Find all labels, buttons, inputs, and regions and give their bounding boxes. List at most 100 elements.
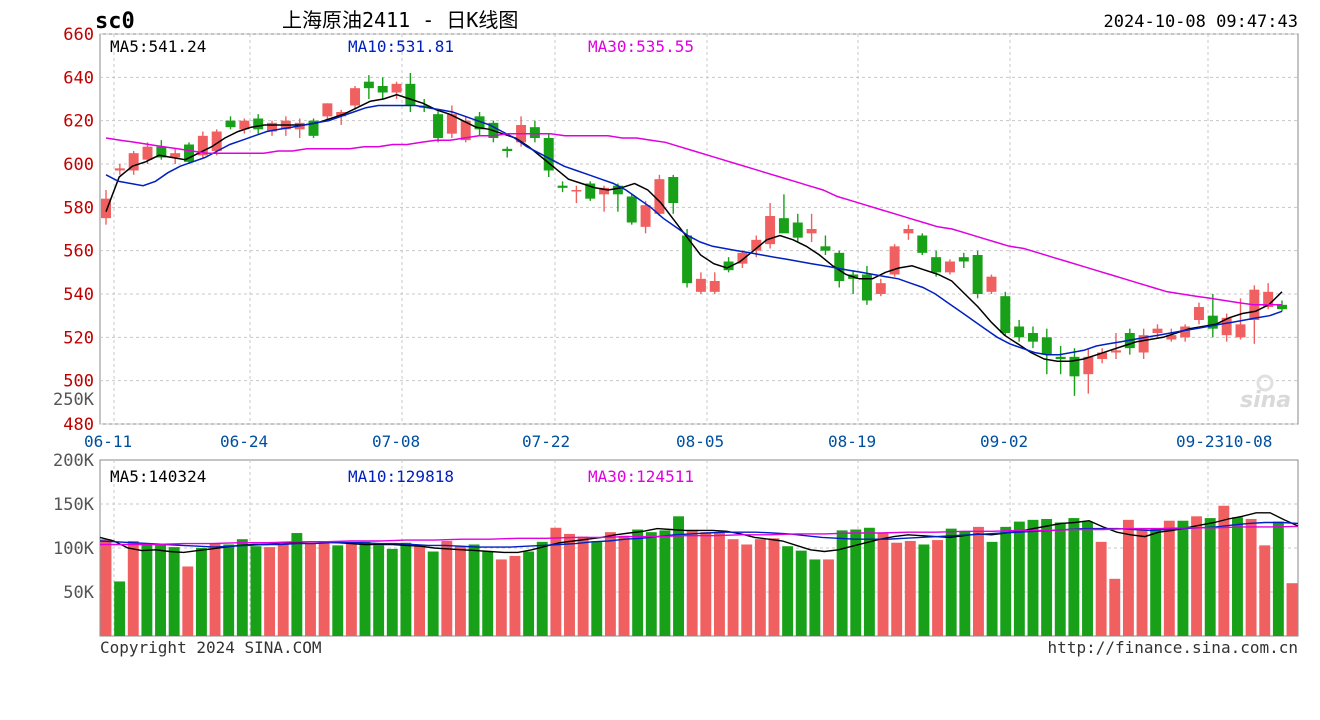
volume-bar [1041,518,1053,636]
sina-watermark: sina [1240,388,1291,413]
candle-body [585,183,596,199]
volume-ma-lines [99,512,1299,554]
volume-bar [1082,521,1093,636]
candle-body [460,120,471,141]
volume-bar [454,546,466,636]
candle-body [1180,326,1191,338]
candle-body [363,81,374,89]
volume-bar [1286,583,1298,636]
volume-bar [618,535,630,636]
candle-body [391,83,402,93]
candle-body [1055,356,1066,359]
volume-bar [836,530,848,636]
volume-bar [250,546,262,636]
candle-body [682,235,693,284]
volume-bar [959,531,971,636]
candle-body [917,235,928,253]
volume-bar [700,532,712,636]
price-y-tick: 540 [63,285,94,305]
volume-bar [1272,521,1284,636]
candle-body [751,239,762,251]
volume-bar [795,550,807,636]
volume-bar [1191,516,1203,636]
candle-body [972,255,983,294]
volume-bar [1177,520,1189,636]
price-ma10-line [105,104,1283,356]
candle-body [322,103,333,117]
volume-bar [1232,517,1243,636]
volume-bar [495,559,507,636]
candle-body [1000,296,1011,333]
candle-body [114,168,125,171]
volume-bar [863,527,875,636]
symbol-label: sc0 [95,9,135,34]
candle-body [474,116,485,130]
candle-body [1083,356,1094,375]
candle-body [1014,326,1025,338]
volume-bar [277,544,289,636]
volume-bar [1204,518,1216,636]
price-x-tick: 09-02 [980,432,1028,451]
sina-eye-icon [1256,374,1274,392]
candle-body [944,261,955,273]
vol-tick-inside: 250K [53,390,95,410]
volume-bar [523,551,535,636]
volume-bar [932,540,944,636]
candle-body [197,135,208,156]
copyright-text: Copyright 2024 SINA.COM [100,638,322,657]
candle-body [336,112,347,117]
price-y-tick: 600 [63,155,94,175]
candle-body [377,86,388,93]
price-x-tick: 07-22 [522,432,570,451]
candle-body [529,127,540,138]
candle-body [792,222,803,238]
candle-body [834,252,845,281]
price-panel [99,33,1299,425]
candle-body [640,205,651,227]
volume-bar [100,539,112,636]
volume-bar [427,551,439,636]
candle-body [1027,333,1038,342]
volume-bar [1095,541,1107,636]
price-x-tick: 06-24 [220,432,268,451]
volume-bar [713,532,725,636]
volume-bar [345,543,357,636]
price-y-tick: 660 [63,25,94,45]
volume-bar [332,545,344,636]
candle-body [612,185,623,195]
candle-body [778,218,789,234]
volume-bar [591,541,603,636]
candle-body [861,274,872,301]
volume-bar [1259,545,1271,636]
volume-bar [823,559,834,636]
source-url[interactable]: http://finance.sina.com.cn [1048,638,1298,657]
candle-body [599,187,610,195]
candle-body [958,257,969,262]
candle-body [557,185,568,188]
volume-ma10-line [99,521,1299,548]
candle-body [889,246,900,275]
candle-body [1263,291,1274,307]
volume-bar [877,533,889,636]
volume-bar [1013,521,1025,636]
candle-body [737,252,748,264]
volume-bar [904,540,916,636]
candle-body [211,131,222,151]
volume-bar [782,546,794,636]
volume-bar [564,533,575,636]
volume-bar [223,544,235,636]
volume-bar [509,555,521,636]
candle-body [101,198,111,219]
candle-body [253,118,264,130]
price-y-axis: 660 640 620 600 580 560 540 520 500 480 [63,25,94,435]
volume-bar [482,551,494,636]
price-x-tick: 07-08 [372,432,420,451]
volume-bar [1136,530,1148,636]
candle-body [308,120,319,136]
volume-bar [768,538,780,636]
volume-bar [659,530,671,636]
candle-body [1097,352,1108,359]
volume-bar [127,540,139,636]
volume-bar [155,544,166,636]
candle-body [571,190,582,192]
